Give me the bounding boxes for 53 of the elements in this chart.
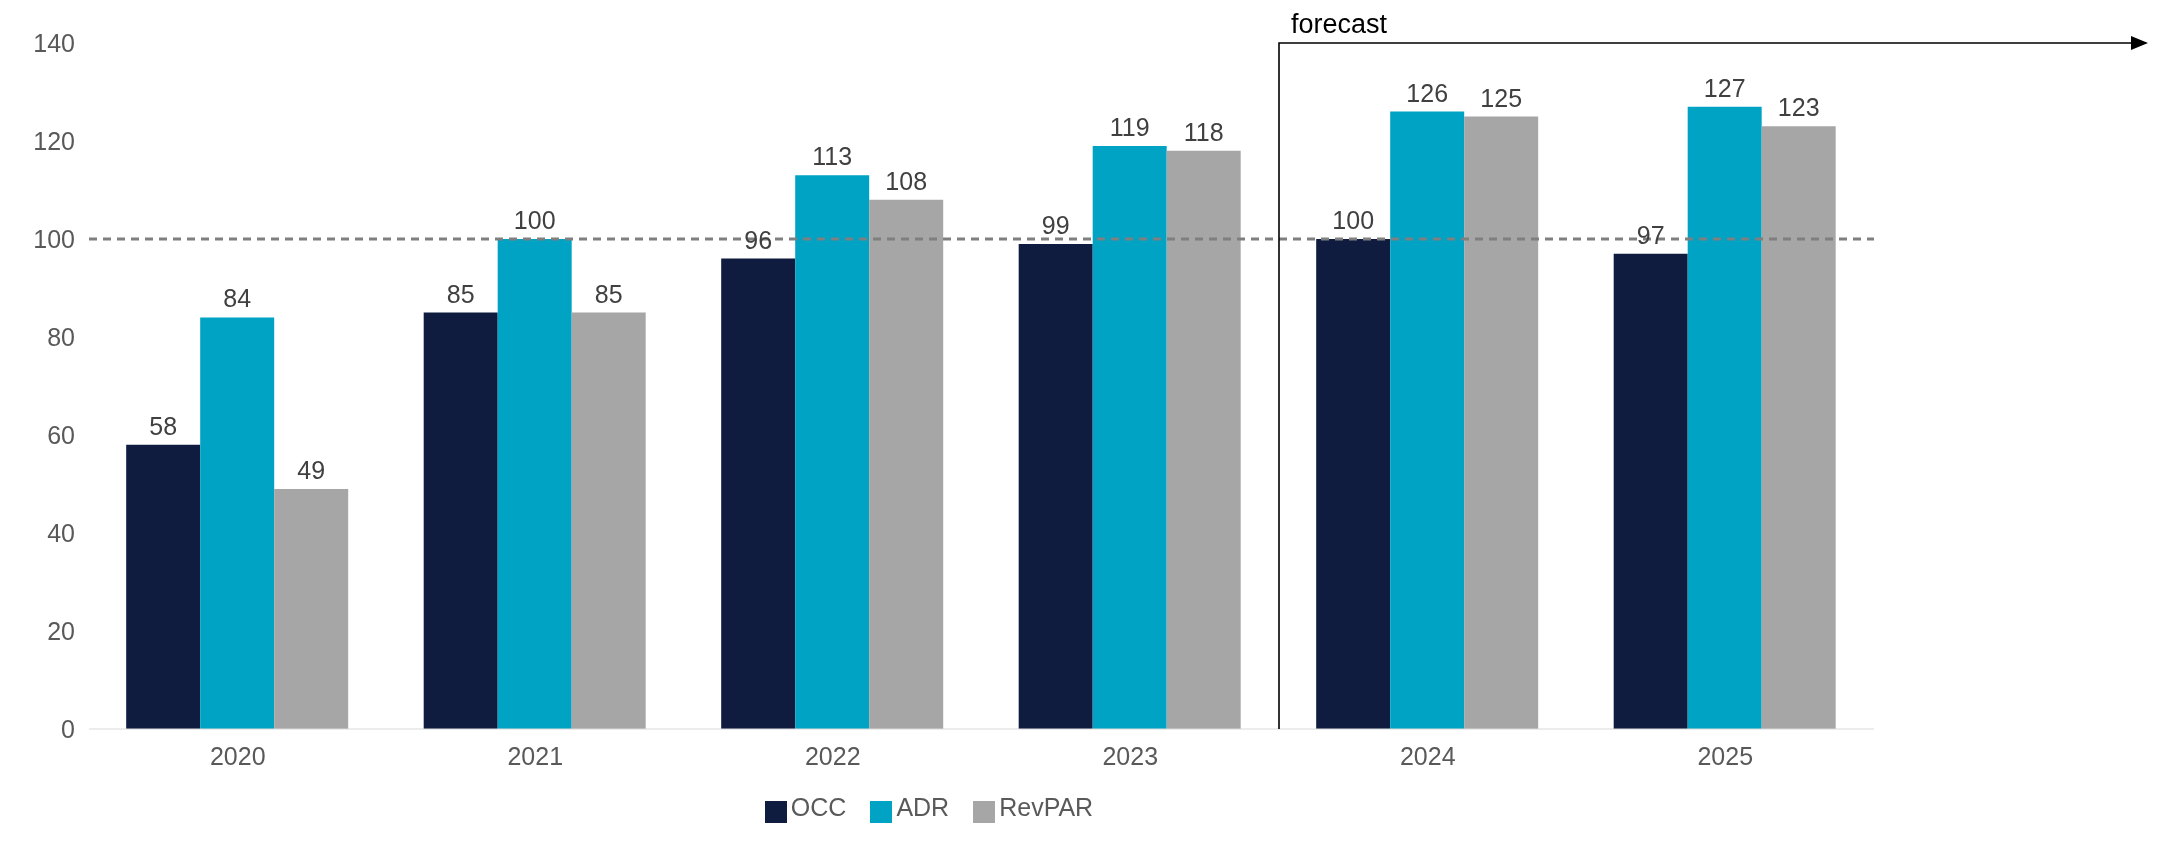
y-tick-label: 60 (47, 420, 75, 449)
x-tick-label: 2022 (804, 741, 861, 770)
data-label: 58 (149, 411, 178, 440)
data-label: 49 (297, 455, 326, 484)
data-label: 113 (812, 142, 853, 171)
bar (1464, 116, 1539, 729)
bar (869, 199, 944, 729)
bar (497, 239, 572, 729)
bar (200, 317, 275, 729)
legend-label: OCC (790, 793, 847, 821)
data-label: 119 (1109, 112, 1150, 141)
bar (126, 444, 201, 729)
data-label: 85 (446, 279, 475, 308)
data-label: 118 (1183, 117, 1224, 146)
x-tick-label: 2021 (507, 741, 564, 770)
bar (1018, 243, 1093, 729)
data-label: 97 (1636, 220, 1665, 249)
data-label: 108 (885, 166, 928, 195)
text: forecast (1291, 8, 1388, 40)
bar (1166, 150, 1241, 729)
legend-label: RevPAR (999, 793, 1094, 821)
data-label: 85 (594, 279, 623, 308)
x-tick-label: 2023 (1102, 741, 1159, 770)
data-label: 99 (1041, 210, 1070, 239)
bar (1687, 106, 1762, 729)
y-tick-label: 20 (47, 616, 75, 645)
bar (1761, 126, 1836, 729)
y-tick-label: 40 (47, 518, 75, 547)
bar (795, 175, 870, 729)
bar (1092, 145, 1167, 729)
y-tick-label: 0 (61, 714, 75, 743)
x-tick-label: 2020 (209, 741, 266, 770)
y-tick-label: 80 (47, 322, 75, 351)
y-tick-label: 140 (33, 28, 75, 57)
bar (721, 258, 796, 729)
data-label: 126 (1406, 78, 1449, 107)
x-tick-label: 2025 (1697, 741, 1754, 770)
data-label: 125 (1480, 83, 1523, 112)
y-tick-label: 100 (33, 224, 75, 253)
bar (1390, 111, 1465, 729)
data-label: 84 (223, 284, 252, 313)
bar (571, 312, 646, 729)
data-label: 127 (1703, 73, 1746, 102)
bar (274, 488, 349, 729)
data-label: 100 (513, 206, 556, 234)
legend-label: ADR (896, 793, 950, 821)
y-tick-label: 120 (33, 126, 75, 155)
bar (423, 312, 498, 729)
x-tick-label: 2024 (1399, 741, 1456, 770)
data-label: 123 (1777, 93, 1820, 122)
bar (1613, 253, 1688, 729)
bar (1316, 239, 1391, 729)
data-label: 100 (1332, 206, 1375, 234)
